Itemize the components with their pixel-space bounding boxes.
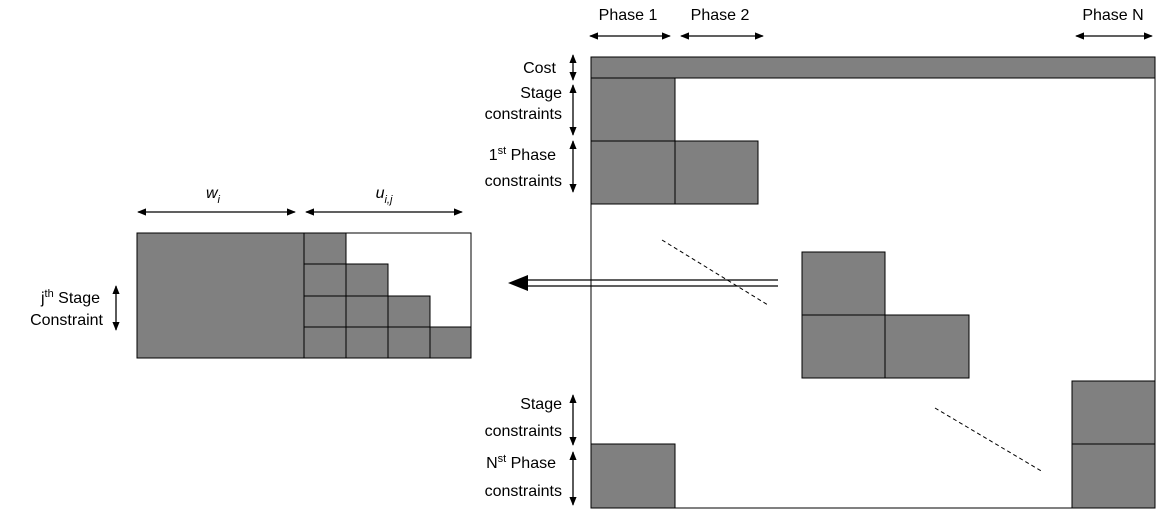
row-label: Cost — [523, 60, 556, 77]
arrow-head — [508, 275, 528, 291]
phase-label: Phase N — [1082, 7, 1143, 24]
cell — [345, 295, 389, 328]
cell — [303, 326, 347, 359]
row-label: Constraint — [30, 312, 103, 329]
cell — [387, 326, 431, 359]
cost-block — [590, 56, 1156, 79]
row-label: Stage — [520, 396, 562, 413]
row-label: constraints — [485, 173, 562, 190]
row-label: Stage — [520, 85, 562, 102]
text: N — [486, 455, 498, 472]
block — [801, 251, 886, 316]
superscript: st — [498, 453, 507, 465]
block — [884, 314, 970, 379]
block — [590, 140, 676, 205]
block — [136, 232, 305, 359]
staircase — [303, 232, 472, 359]
text: Phase — [506, 147, 556, 164]
block — [590, 443, 676, 509]
cell — [345, 263, 389, 297]
cell — [303, 295, 347, 328]
text: w — [206, 185, 219, 202]
cell — [387, 295, 431, 328]
block — [1071, 443, 1156, 509]
row-label: constraints — [485, 423, 562, 440]
phase-label: Phase 2 — [691, 7, 750, 24]
cell — [345, 326, 389, 359]
superscript: th — [45, 288, 54, 300]
block — [674, 140, 759, 205]
cell — [303, 263, 347, 297]
cell — [303, 232, 347, 265]
subscript: i,j — [384, 194, 393, 206]
block — [590, 77, 676, 142]
block — [801, 314, 886, 379]
text: Phase — [506, 455, 556, 472]
text: u — [376, 185, 385, 202]
superscript: st — [498, 145, 507, 157]
block — [1071, 380, 1156, 445]
cell — [429, 326, 472, 359]
row-label: constraints — [485, 483, 562, 500]
subscript: i — [218, 194, 221, 206]
row-label: jth Stage — [40, 288, 100, 307]
column-label: wi — [206, 185, 221, 206]
column-label: ui,j — [376, 185, 393, 206]
phase-label: Phase 1 — [599, 7, 658, 24]
text: j — [40, 290, 45, 307]
row-label: 1st Phase — [489, 145, 556, 164]
text: Stage — [54, 290, 100, 307]
row-label: constraints — [485, 106, 562, 123]
text: 1 — [489, 147, 498, 164]
row-label: Nst Phase — [486, 453, 556, 472]
